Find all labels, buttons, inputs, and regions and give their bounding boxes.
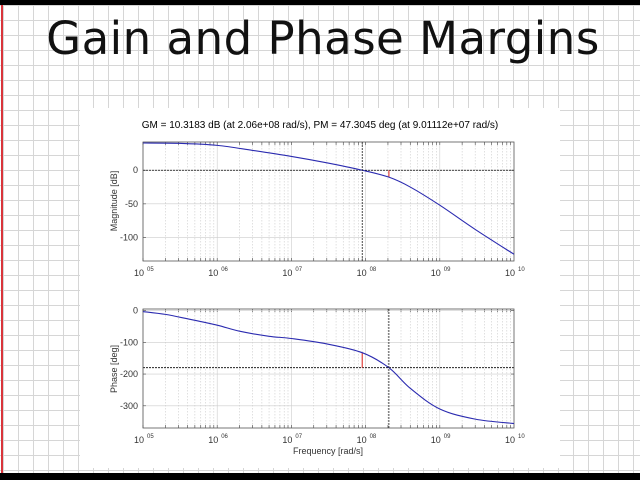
paper-margin-line [1, 5, 3, 473]
x-tick-exponent: 05 [147, 434, 154, 440]
x-tick-exponent: 09 [444, 267, 451, 273]
x-tick-label: 10 [357, 268, 367, 278]
bode-plot-svg: GM = 10.3183 dB (at 2.06e+08 rad/s), PM … [109, 120, 525, 456]
x-tick-label: 10 [505, 268, 515, 278]
x-tick-label: 10 [357, 435, 367, 445]
slide-title: Gain and Phase Margins [46, 12, 600, 65]
top-letterbox-bar [0, 0, 640, 5]
response-curve [142, 142, 515, 255]
bode-figure: GM = 10.3183 dB (at 2.06e+08 rad/s), PM … [80, 108, 560, 468]
phase-ylabel: Phase [deg] [109, 345, 119, 393]
x-tick-exponent: 06 [221, 267, 228, 273]
x-tick-exponent: 05 [147, 267, 154, 273]
x-tick-label: 10 [134, 268, 144, 278]
x-tick-label: 10 [208, 268, 218, 278]
x-tick-label: 10 [282, 435, 292, 445]
x-tick-exponent: 10 [518, 267, 525, 273]
figure-title: GM = 10.3183 dB (at 2.06e+08 rad/s), PM … [142, 120, 499, 131]
frequency-xlabel: Frequency [rad/s] [293, 446, 363, 456]
axes-box [142, 141, 515, 262]
y-tick-label: 0 [133, 306, 138, 316]
y-tick-label: -100 [120, 337, 138, 347]
x-tick-label: 10 [505, 435, 515, 445]
x-tick-label: 10 [431, 435, 441, 445]
y-tick-label: -200 [120, 369, 138, 379]
bottom-letterbox-bar [0, 473, 640, 480]
axes-box [142, 308, 515, 429]
magnitude-ylabel: Magnitude [dB] [109, 171, 119, 232]
x-tick-exponent: 09 [444, 434, 451, 440]
x-tick-exponent: 07 [295, 267, 302, 273]
y-tick-label: 0 [133, 165, 138, 175]
x-tick-label: 10 [282, 268, 292, 278]
y-tick-label: -300 [120, 401, 138, 411]
x-tick-label: 10 [208, 435, 218, 445]
y-tick-label: -100 [120, 232, 138, 242]
x-tick-exponent: 08 [370, 434, 377, 440]
x-tick-exponent: 06 [221, 434, 228, 440]
y-tick-label: -50 [125, 199, 138, 209]
response-curve [142, 310, 515, 425]
x-tick-exponent: 08 [370, 267, 377, 273]
x-tick-label: 10 [431, 268, 441, 278]
x-tick-label: 10 [134, 435, 144, 445]
x-tick-exponent: 10 [518, 434, 525, 440]
x-tick-exponent: 07 [295, 434, 302, 440]
